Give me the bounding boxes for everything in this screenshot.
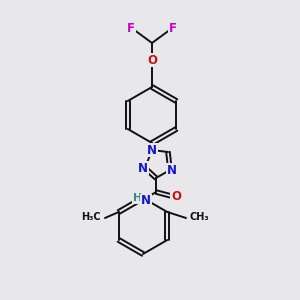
Text: F: F [127,22,135,34]
Text: H: H [134,193,142,203]
Text: F: F [169,22,177,34]
Text: N: N [141,194,151,208]
Text: N: N [138,161,148,175]
Text: N: N [147,143,157,157]
Text: CH₃: CH₃ [190,212,210,222]
Text: N: N [167,164,177,176]
Text: O: O [171,190,181,202]
Text: O: O [147,53,157,67]
Text: H₃C: H₃C [81,212,101,222]
